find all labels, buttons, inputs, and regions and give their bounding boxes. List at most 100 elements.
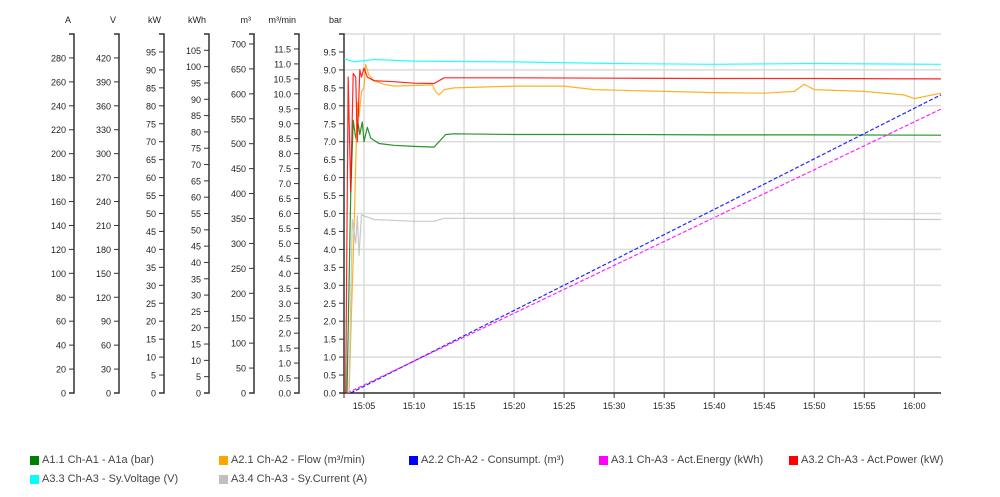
- y-axis-tick-label: 240: [96, 197, 111, 207]
- y-axis-tick-label: 300: [231, 239, 246, 249]
- y-axis-tick-label: 90: [146, 65, 156, 75]
- series-line-5: [345, 67, 942, 394]
- legend-item[interactable]: A3.4 Ch-A3 - Sy.Current (A): [219, 473, 367, 485]
- y-axis-tick-label: 0.0: [323, 389, 336, 399]
- y-axis-tick-label: 90: [101, 317, 111, 327]
- legend-item[interactable]: A3.1 Ch-A3 - Act.Energy (kWh): [599, 454, 763, 466]
- y-axis-tick-label: 0: [61, 389, 66, 399]
- y-axis-tick-label: 4.0: [323, 245, 336, 255]
- y-axis-tick-label: 45: [191, 242, 201, 252]
- y-axis-tick-label: 30: [101, 365, 111, 375]
- y-axis-tick-label: 100: [231, 339, 246, 349]
- y-axis-unit-label: A: [65, 15, 71, 25]
- y-axis-tick-label: 10: [191, 356, 201, 366]
- y-axis-tick-label: 1.5: [323, 335, 336, 345]
- y-axis-unit-label: m³: [241, 15, 252, 25]
- y-axis-tick-label: 25: [191, 307, 201, 317]
- x-axis-tick-label: 15:55: [853, 401, 876, 411]
- y-axis-tick-label: 5: [151, 371, 156, 381]
- y-axis-tick-label: 700: [231, 39, 246, 49]
- y-axis-tick-label: 75: [146, 119, 156, 129]
- legend-item[interactable]: A3.2 Ch-A3 - Act.Power (kW): [789, 454, 943, 466]
- y-axis-tick-label: 650: [231, 64, 246, 74]
- y-axis-tick-label: 250: [231, 264, 246, 274]
- legend-label: A3.2 Ch-A3 - Act.Power (kW): [801, 454, 944, 466]
- y-axis-tick-label: 20: [191, 323, 201, 333]
- legend-label: A2.2 Ch-A2 - Consumpt. (m³): [421, 454, 565, 466]
- legend-label: A3.4 Ch-A3 - Sy.Current (A): [231, 473, 368, 485]
- y-axis-tick-label: 120: [51, 245, 66, 255]
- y-axis-tick-label: 390: [96, 77, 111, 87]
- legend-item[interactable]: A1.1 Ch-A1 - A1a (bar): [30, 454, 154, 466]
- x-axis-tick-label: 15:10: [403, 401, 426, 411]
- y-axis-tick-label: 9.5: [278, 104, 291, 114]
- y-axis-tick-label: 220: [51, 125, 66, 135]
- y-axis-tick-label: 3.0: [278, 299, 291, 309]
- y-axis-tick-label: 0: [106, 389, 111, 399]
- y-axis-tick-label: 60: [191, 193, 201, 203]
- y-axis-tick-label: 2.5: [323, 299, 336, 309]
- y-axis-tick-label: 8.0: [278, 149, 291, 159]
- y-axis-tick-label: 300: [96, 149, 111, 159]
- y-axis-tick-label: 6.0: [323, 173, 336, 183]
- y-axis-tick-label: 35: [191, 274, 201, 284]
- y-axis-tick-label: 80: [191, 127, 201, 137]
- legend-swatch: [30, 474, 39, 484]
- y-axis-tick-label: 2.0: [323, 317, 336, 327]
- legend-item[interactable]: A3.3 Ch-A3 - Sy.Voltage (V): [30, 473, 178, 485]
- legend-item[interactable]: A2.1 Ch-A2 - Flow (m³/min): [219, 454, 365, 466]
- legend-swatch: [789, 455, 798, 465]
- y-axis-tick-label: 85: [191, 111, 201, 121]
- legend-label: A3.3 Ch-A3 - Sy.Voltage (V): [42, 473, 179, 485]
- y-axis-tick-label: 6.5: [278, 194, 291, 204]
- y-axis-tick-label: 0: [196, 389, 201, 399]
- y-axis-unit-label: m³/min: [269, 15, 297, 25]
- y-axis-tick-label: 10.5: [273, 74, 291, 84]
- y-axis-unit-label: V: [110, 15, 116, 25]
- y-axis-tick-label: 7.0: [323, 137, 336, 147]
- y-axis-tick-label: 1.0: [278, 359, 291, 369]
- y-axis-tick-label: 330: [96, 125, 111, 135]
- y-axis-tick-label: 0.0: [278, 389, 291, 399]
- y-axis-tick-label: 360: [96, 101, 111, 111]
- x-axis-tick-label: 15:40: [703, 401, 726, 411]
- y-axis-tick-label: 0.5: [278, 374, 291, 384]
- y-axis-tick-label: 55: [146, 191, 156, 201]
- y-axis-tick-label: 30: [146, 281, 156, 291]
- y-axis-tick-label: 60: [56, 317, 66, 327]
- y-axis-tick-label: 210: [96, 221, 111, 231]
- y-axis-tick-label: 100: [51, 269, 66, 279]
- y-axis-tick-label: 350: [231, 214, 246, 224]
- y-axis-tick-label: 3.5: [278, 284, 291, 294]
- y-axis-tick-label: 40: [191, 258, 201, 268]
- y-axis-tick-label: 40: [146, 245, 156, 255]
- x-axis-tick-label: 15:20: [503, 401, 526, 411]
- x-axis-tick-label: 15:45: [753, 401, 776, 411]
- series-line-2: [348, 63, 942, 394]
- y-axis-tick-label: 5.0: [323, 209, 336, 219]
- y-axis-tick-label: 1.5: [278, 344, 291, 354]
- y-axis-tick-label: 4.5: [323, 227, 336, 237]
- legend-item[interactable]: A2.2 Ch-A2 - Consumpt. (m³): [409, 454, 564, 466]
- legend-swatch: [30, 455, 39, 465]
- y-axis-tick-label: 55: [191, 209, 201, 219]
- y-axis-tick-label: 9.0: [278, 119, 291, 129]
- y-axis-tick-label: 0: [241, 389, 246, 399]
- y-axis-tick-label: 25: [146, 299, 156, 309]
- y-axis-tick-label: 240: [51, 101, 66, 111]
- series-line-1: [346, 119, 942, 394]
- y-axis-tick-label: 100: [186, 62, 201, 72]
- x-axis-tick-label: 15:35: [653, 401, 676, 411]
- y-axis-tick-label: 2.0: [278, 329, 291, 339]
- x-axis-tick-label: 15:50: [803, 401, 826, 411]
- y-axis-tick-label: 35: [146, 263, 156, 273]
- y-axis-tick-label: 500: [231, 139, 246, 149]
- y-axis-tick-label: 65: [146, 155, 156, 165]
- y-axis-tick-label: 7.0: [278, 179, 291, 189]
- y-axis-tick-label: 0.5: [323, 371, 336, 381]
- y-axis-tick-label: 9.5: [323, 47, 336, 57]
- series-line-7: [348, 214, 942, 394]
- y-axis-tick-label: 95: [191, 78, 201, 88]
- y-axis-tick-label: 11.0: [274, 59, 291, 69]
- y-axis-tick-label: 9.0: [323, 65, 336, 75]
